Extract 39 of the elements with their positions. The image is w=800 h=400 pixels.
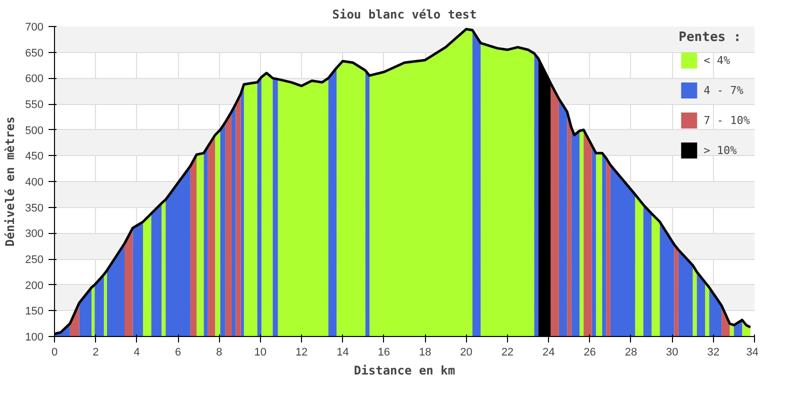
x-tick-label: 18 — [418, 346, 432, 358]
x-tick-label: 26 — [584, 346, 596, 358]
y-axis-title: Dénivelé en mètres — [3, 116, 18, 247]
y-tick-label: 400 — [25, 176, 44, 188]
x-tick-label: 28 — [624, 346, 638, 358]
x-tick-label: 2 — [92, 346, 99, 358]
y-tick-label: 200 — [25, 280, 44, 292]
x-tick-label: 20 — [460, 346, 472, 358]
x-tick-label: 34 — [746, 346, 759, 358]
legend-label: > 10% — [704, 144, 737, 156]
x-tick-label: 24 — [542, 346, 555, 358]
x-tick-label: 22 — [501, 346, 514, 358]
x-tick-label: 0 — [51, 346, 58, 358]
x-tick-label: 6 — [174, 346, 182, 358]
x-tick-label: 32 — [707, 346, 720, 358]
y-tick-label: 650 — [25, 47, 44, 60]
legend-label: 7 - 10% — [704, 114, 750, 126]
x-tick-label: 14 — [336, 346, 349, 358]
y-tick-label: 600 — [25, 73, 44, 86]
y-tick-label: 550 — [25, 99, 44, 111]
legend-label: 4 - 7% — [704, 84, 744, 96]
x-axis-title: Distance en km — [354, 364, 456, 378]
x-tick-label: 10 — [254, 346, 267, 358]
y-tick-label: 350 — [25, 202, 44, 214]
y-tick-label: 300 — [25, 228, 44, 240]
y-tick-label: 100 — [25, 332, 44, 344]
x-tick-label: 4 — [134, 346, 140, 358]
y-tick-label: 700 — [25, 22, 44, 34]
x-tick-label: 30 — [666, 346, 678, 358]
y-tick-label: 500 — [25, 124, 44, 137]
x-tick-label: 16 — [378, 346, 390, 358]
y-tick-label: 450 — [25, 150, 44, 163]
chart-title: Siou blanc vélo test — [332, 8, 477, 22]
y-tick-label: 250 — [25, 254, 44, 266]
x-tick-label: 12 — [295, 346, 308, 358]
y-tick-label: 150 — [25, 306, 44, 318]
x-tick-label: 8 — [216, 346, 222, 358]
legend-title: Pentes : — [678, 30, 742, 45]
legend-label: < 4% — [704, 54, 730, 66]
